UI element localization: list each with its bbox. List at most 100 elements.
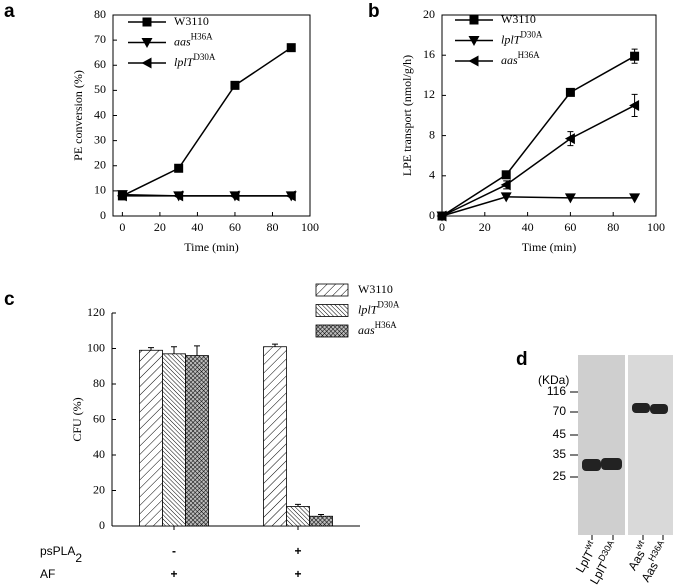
legend-label-part: H36A bbox=[375, 320, 397, 330]
x-tick-label: 80 bbox=[266, 220, 278, 234]
y-tick-label: 40 bbox=[94, 107, 106, 121]
blot-band bbox=[632, 403, 650, 413]
y-axis-label: PE conversion (%) bbox=[71, 70, 85, 161]
legend-label-part: D30A bbox=[520, 30, 542, 40]
marker bbox=[564, 133, 575, 145]
marker bbox=[286, 43, 296, 53]
legend-label-part: D30A bbox=[193, 52, 215, 62]
bar bbox=[309, 515, 333, 527]
y-tick-label: 60 bbox=[94, 57, 106, 71]
error-bar bbox=[148, 347, 154, 351]
legend-label: aasH36A bbox=[174, 32, 213, 49]
panel-label: b bbox=[368, 1, 380, 22]
lane-label-part: H36A bbox=[647, 539, 667, 563]
lane-label-part: D30A bbox=[597, 539, 617, 563]
error-bar bbox=[272, 343, 278, 347]
legend-label-part: lplT bbox=[501, 32, 522, 46]
y-axis-label: LPE transport (nmol/g/h) bbox=[400, 55, 414, 176]
blot-marker: 45 bbox=[553, 427, 567, 441]
y-tick-label: 100 bbox=[87, 340, 105, 354]
condition-value: + bbox=[294, 567, 301, 581]
bar bbox=[263, 346, 287, 527]
y-tick-label: 10 bbox=[94, 183, 106, 197]
blot-strip bbox=[578, 355, 625, 535]
legend-label-part: W3110 bbox=[174, 14, 209, 28]
condition-label-part: AF bbox=[40, 567, 55, 581]
x-tick-label: 0 bbox=[119, 220, 125, 234]
legend-label: W3110 bbox=[174, 14, 209, 28]
y-tick-label: 16 bbox=[423, 47, 435, 61]
marker bbox=[629, 193, 641, 204]
marker bbox=[469, 15, 479, 25]
plot-frame bbox=[441, 14, 657, 217]
condition-label: psPLA2 bbox=[40, 544, 82, 565]
y-tick-label: 120 bbox=[87, 305, 105, 319]
marker bbox=[501, 170, 511, 180]
marker bbox=[229, 190, 240, 202]
legend-label-part: W3110 bbox=[358, 282, 393, 296]
marker bbox=[436, 210, 447, 222]
legend-label: lplTD30A bbox=[174, 52, 216, 69]
condition-value: + bbox=[170, 567, 177, 581]
x-tick-label: 0 bbox=[439, 220, 445, 234]
marker bbox=[141, 57, 152, 69]
marker bbox=[173, 190, 184, 202]
bar bbox=[162, 353, 186, 527]
legend-label-part: lplT bbox=[358, 302, 379, 316]
bar bbox=[139, 349, 163, 527]
y-tick-label: 0 bbox=[100, 208, 106, 222]
legend-label: W3110 bbox=[358, 282, 393, 296]
marker bbox=[468, 36, 480, 46]
marker bbox=[174, 163, 184, 173]
blot-marker: 70 bbox=[553, 404, 567, 418]
condition-label-part: 2 bbox=[75, 551, 82, 565]
error-bar bbox=[295, 503, 301, 507]
marker bbox=[468, 55, 479, 67]
legend-label-part: aas bbox=[501, 53, 518, 67]
panel-label: c bbox=[4, 289, 15, 310]
legend-label-part: W3110 bbox=[501, 12, 536, 26]
x-tick-label: 100 bbox=[301, 220, 319, 234]
y-tick-label: 60 bbox=[93, 411, 105, 425]
bar bbox=[286, 506, 310, 527]
series-line bbox=[441, 55, 635, 217]
y-tick-label: 20 bbox=[423, 7, 435, 21]
bar bbox=[185, 355, 209, 527]
panel-label: a bbox=[4, 1, 15, 22]
marker bbox=[630, 51, 640, 61]
marker bbox=[142, 17, 152, 27]
x-tick-label: 80 bbox=[607, 220, 619, 234]
marker bbox=[230, 80, 240, 90]
series-line bbox=[122, 47, 292, 197]
y-tick-label: 20 bbox=[93, 482, 105, 496]
marker bbox=[564, 193, 576, 204]
blot-band bbox=[582, 459, 601, 471]
marker bbox=[285, 190, 296, 202]
series-line bbox=[441, 196, 635, 217]
legend-label: aasH36A bbox=[358, 320, 397, 337]
y-tick-label: 12 bbox=[423, 87, 435, 101]
blot-marker: 35 bbox=[553, 447, 567, 461]
series-line bbox=[441, 104, 635, 217]
blot-band bbox=[601, 458, 622, 470]
condition-label-part: psPLA bbox=[40, 544, 75, 558]
y-tick-label: 70 bbox=[94, 32, 106, 46]
legend-label: W3110 bbox=[501, 12, 536, 26]
panel-label: d bbox=[516, 349, 528, 370]
marker bbox=[629, 99, 640, 111]
legend-label-part: H36A bbox=[191, 32, 213, 42]
x-tick-label: 40 bbox=[522, 220, 534, 234]
x-axis-label: Time (min) bbox=[184, 240, 239, 254]
x-tick-label: 100 bbox=[647, 220, 665, 234]
x-tick-label: 60 bbox=[564, 220, 576, 234]
y-tick-label: 0 bbox=[429, 208, 435, 222]
legend-label-part: H36A bbox=[518, 50, 540, 60]
blot-unit: (KDa) bbox=[538, 373, 569, 387]
y-tick-label: 20 bbox=[94, 158, 106, 172]
legend-label-part: aas bbox=[174, 34, 191, 48]
error-bar bbox=[171, 346, 177, 354]
y-tick-label: 40 bbox=[93, 447, 105, 461]
y-tick-label: 30 bbox=[94, 132, 106, 146]
y-tick-label: 4 bbox=[429, 168, 435, 182]
